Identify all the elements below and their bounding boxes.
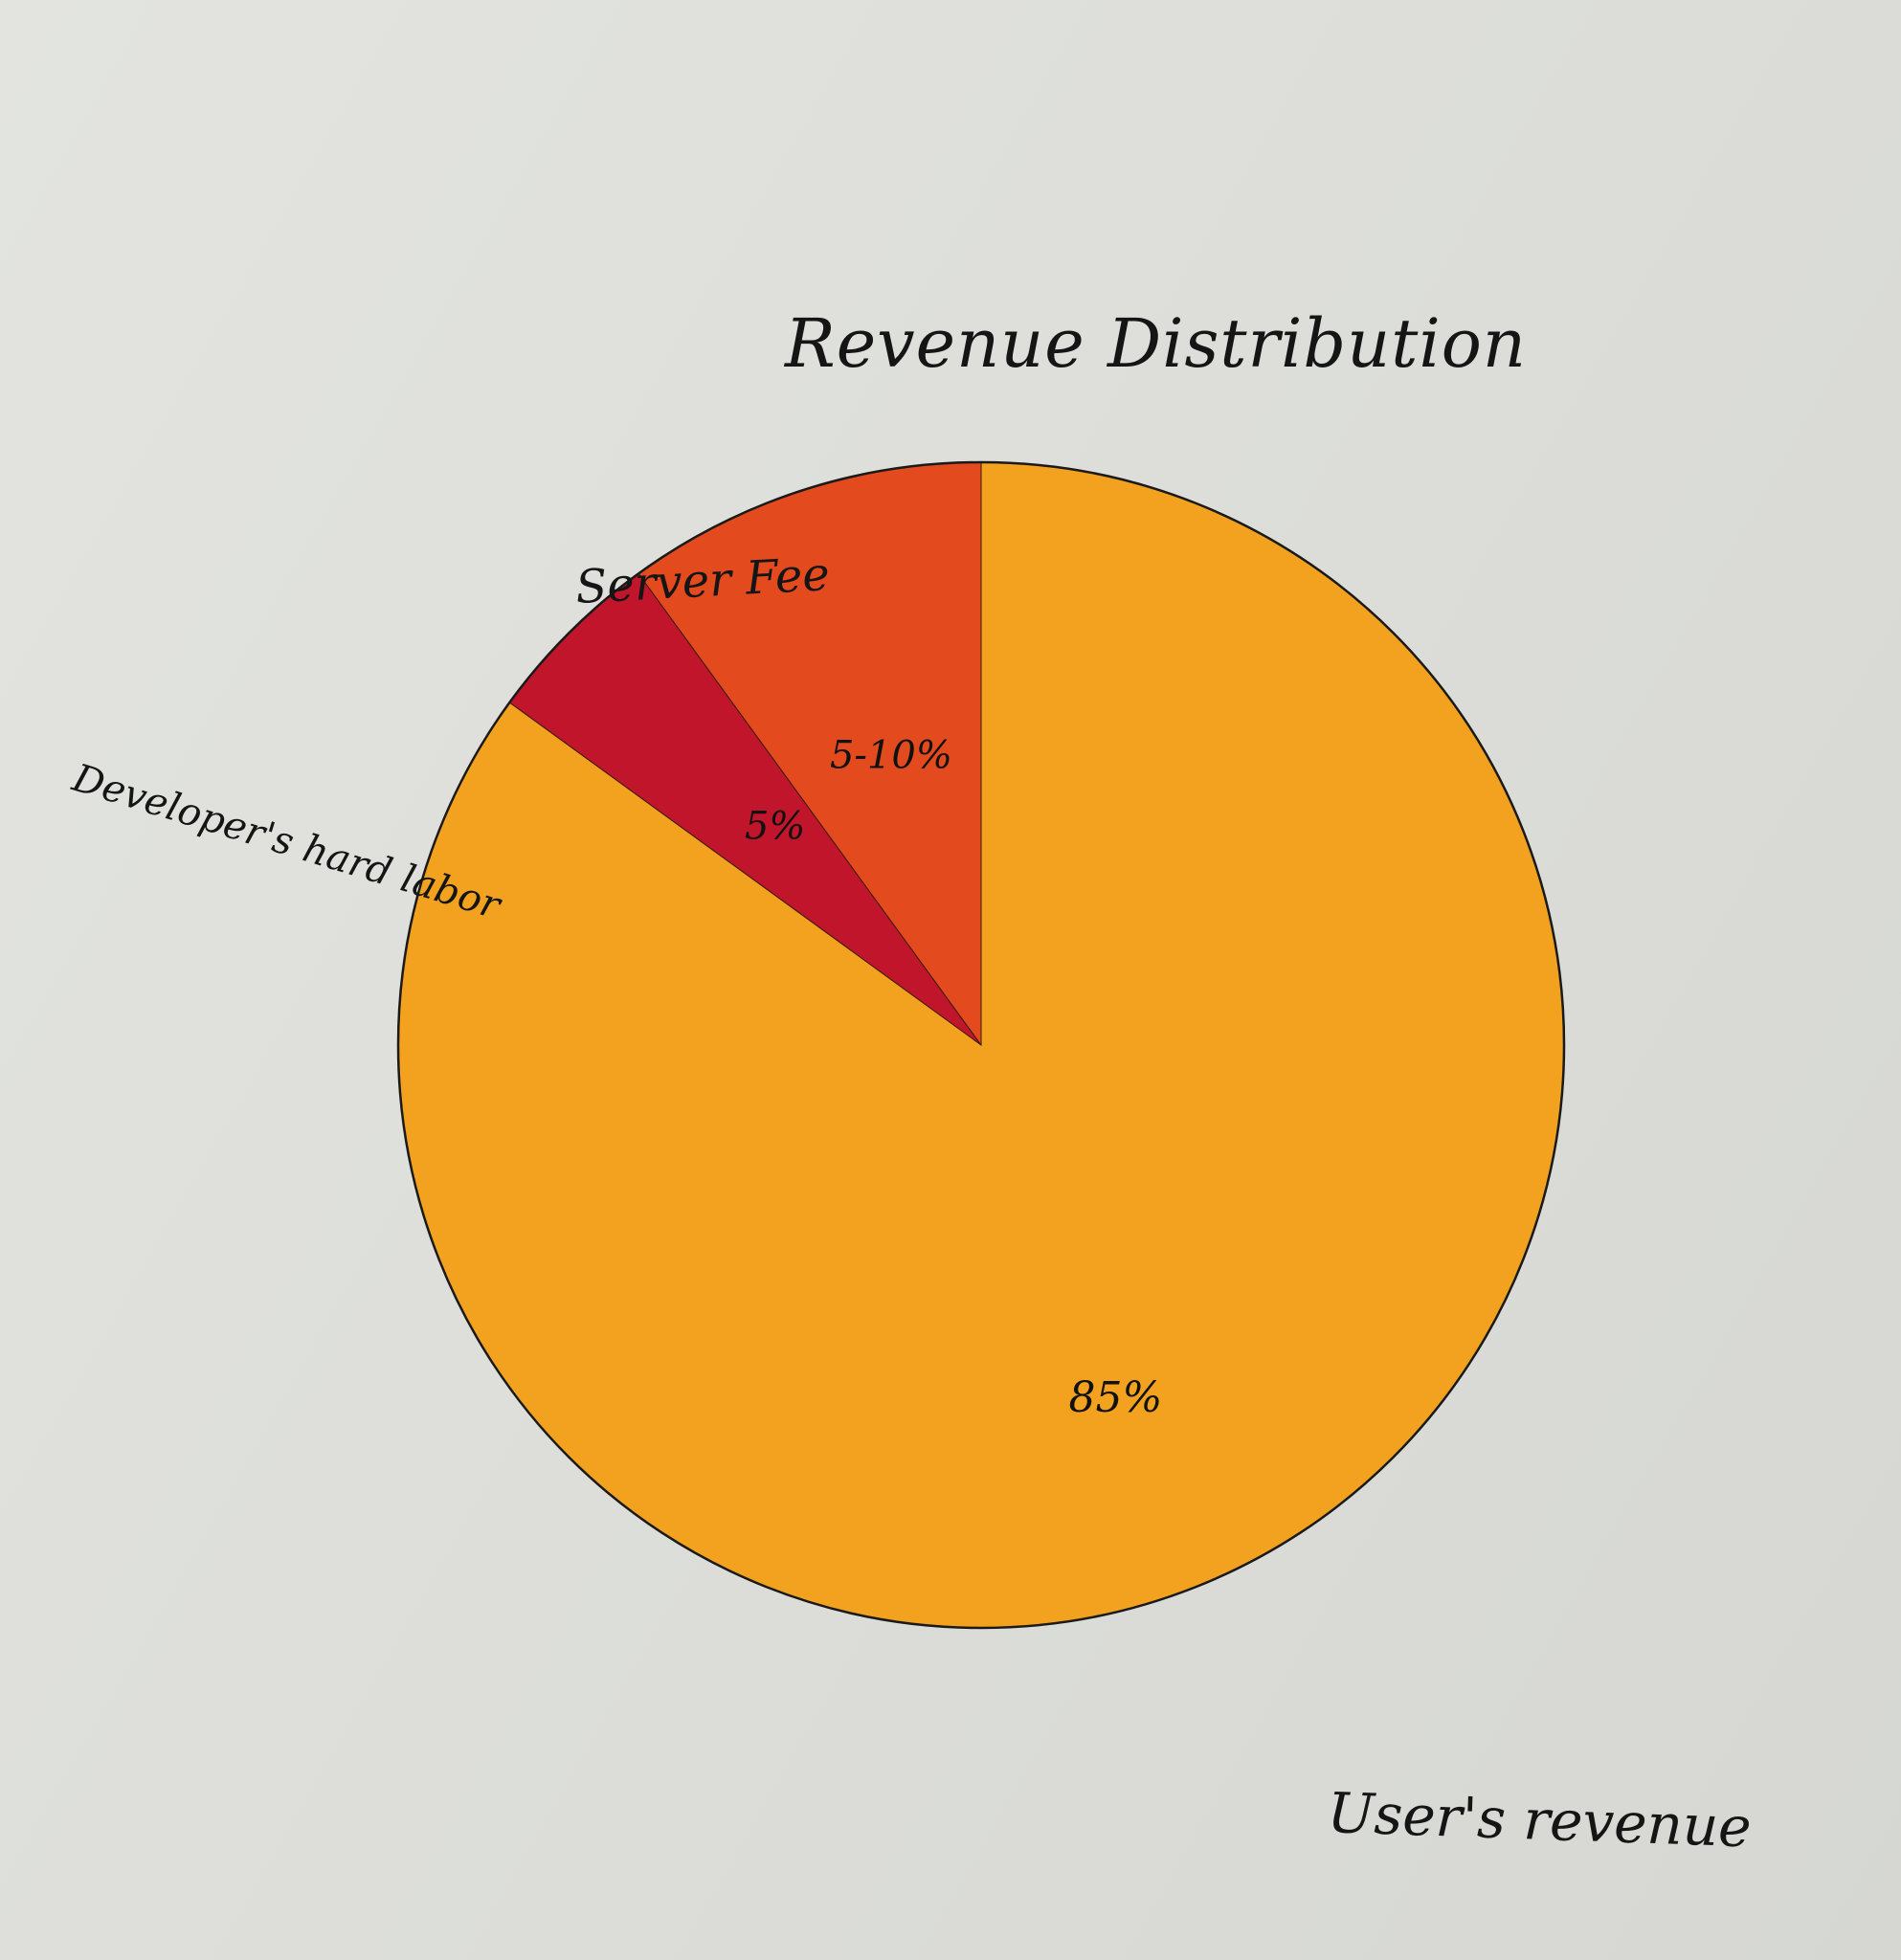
value-label-users-revenue: 85% [1068,1373,1162,1422]
value-label-developer: 5% [745,805,805,849]
value-label-server-fee: 5-10% [830,733,952,777]
chart-title: Revenue Distribution [785,304,1527,383]
pie-outline [396,460,1566,1630]
